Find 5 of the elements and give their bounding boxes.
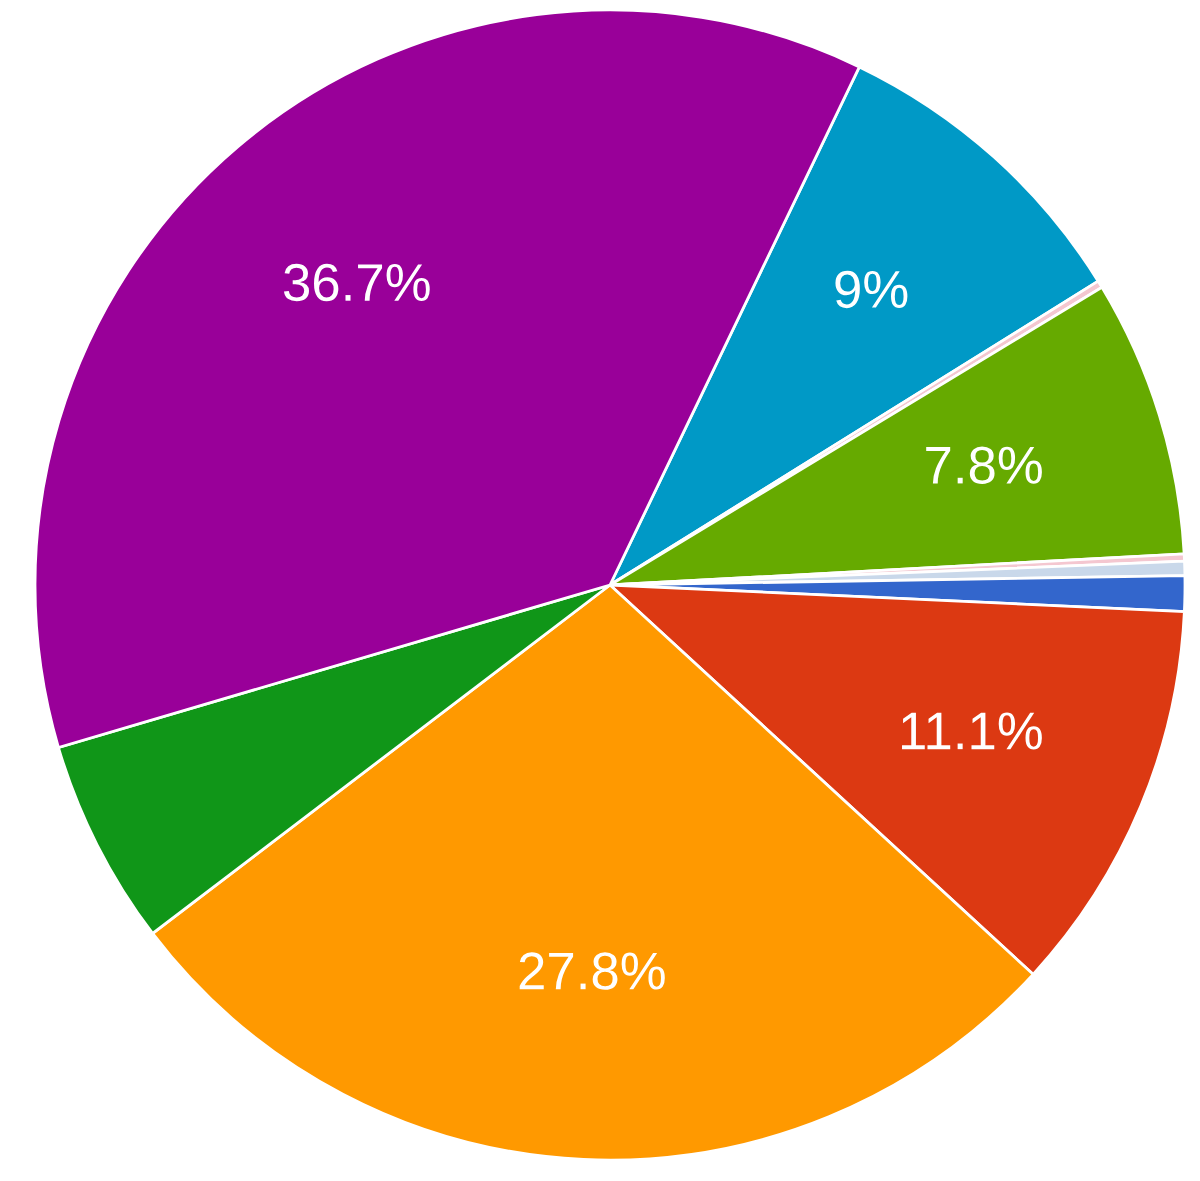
data-label: 7.8%	[926, 446, 1042, 484]
data-label: 9%	[835, 270, 908, 309]
data-label: 36.7%	[283, 263, 430, 302]
data-label: 27.8%	[519, 952, 665, 990]
data-label: 11.1%	[902, 712, 1042, 750]
